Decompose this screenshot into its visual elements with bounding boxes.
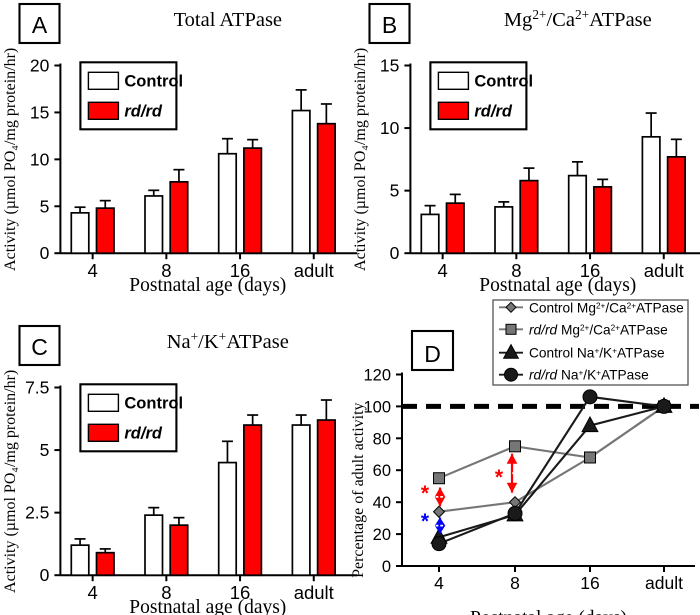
svg-text:4: 4 [438, 260, 448, 281]
svg-text:Control Mg2+/Ca2+ATPase: Control Mg2+/Ca2+ATPase [529, 300, 684, 315]
svg-text:rd/rd Na+/K+ATPase: rd/rd Na+/K+ATPase [529, 368, 649, 383]
svg-text:rd/rd: rd/rd [124, 102, 163, 120]
svg-text:4: 4 [88, 582, 98, 603]
svg-text:*: * [421, 482, 430, 505]
svg-text:Postnatal age (days): Postnatal age (days) [479, 275, 636, 296]
svg-text:adult: adult [645, 573, 683, 593]
svg-text:rd/rd: rd/rd [474, 102, 513, 120]
svg-text:80: 80 [373, 430, 391, 448]
svg-text:Postnatal age (days): Postnatal age (days) [470, 608, 627, 615]
svg-text:5: 5 [390, 181, 400, 201]
svg-text:adult: adult [294, 582, 334, 603]
svg-text:*: * [495, 466, 504, 489]
svg-text:40: 40 [373, 494, 391, 512]
svg-text:120: 120 [363, 367, 391, 385]
svg-text:Postnatal age (days): Postnatal age (days) [129, 275, 286, 296]
svg-text:0: 0 [40, 565, 50, 585]
svg-text:Na+/K+ATPase: Na+/K+ATPase [167, 329, 289, 354]
svg-text:adult: adult [644, 260, 684, 281]
svg-text:16: 16 [580, 573, 599, 593]
svg-text:2.5: 2.5 [25, 503, 49, 523]
svg-text:rd/rd: rd/rd [124, 424, 163, 442]
svg-text:Total ATPase: Total ATPase [174, 9, 282, 31]
svg-text:100: 100 [363, 398, 391, 416]
svg-text:Control: Control [124, 72, 183, 90]
svg-text:C: C [31, 334, 48, 360]
svg-text:Control: Control [124, 394, 183, 412]
svg-text:Activity (µmol PO₄/mg protein/: Activity (µmol PO₄/mg protein/hr) [352, 48, 369, 271]
svg-text:4: 4 [88, 260, 98, 281]
svg-text:20: 20 [373, 526, 391, 544]
svg-text:0: 0 [382, 558, 391, 576]
svg-text:10: 10 [30, 149, 50, 169]
svg-text:Percentage of adult activity: Percentage of adult activity [350, 402, 367, 577]
svg-text:8: 8 [510, 573, 520, 593]
svg-text:adult: adult [294, 260, 334, 281]
svg-text:B: B [382, 12, 397, 38]
svg-text:rd/rd Mg2+/Ca2+ATPase: rd/rd Mg2+/Ca2+ATPase [529, 322, 668, 337]
svg-text:0: 0 [40, 243, 50, 263]
svg-text:7.5: 7.5 [25, 378, 49, 398]
svg-text:Mg2+/Ca2+ATPase: Mg2+/Ca2+ATPase [504, 7, 652, 32]
svg-text:60: 60 [373, 462, 391, 480]
svg-text:4: 4 [434, 573, 444, 593]
svg-text:A: A [32, 12, 48, 38]
svg-text:5: 5 [40, 196, 50, 216]
svg-text:D: D [424, 341, 441, 367]
svg-text:15: 15 [30, 102, 49, 122]
svg-text:Control: Control [474, 72, 533, 90]
svg-text:5: 5 [40, 440, 50, 460]
svg-text:Activity (µmol PO₄/mg protein/: Activity (µmol PO₄/mg protein/hr) [2, 48, 19, 271]
svg-text:15: 15 [380, 56, 399, 76]
svg-text:10: 10 [380, 118, 400, 138]
svg-text:Activity (µmol PO₄/mg protein/: Activity (µmol PO₄/mg protein/hr) [2, 370, 19, 593]
svg-text:Postnatal age (days): Postnatal age (days) [129, 597, 286, 615]
svg-text:20: 20 [30, 56, 50, 76]
svg-text:*: * [421, 510, 430, 533]
svg-text:0: 0 [390, 243, 400, 263]
